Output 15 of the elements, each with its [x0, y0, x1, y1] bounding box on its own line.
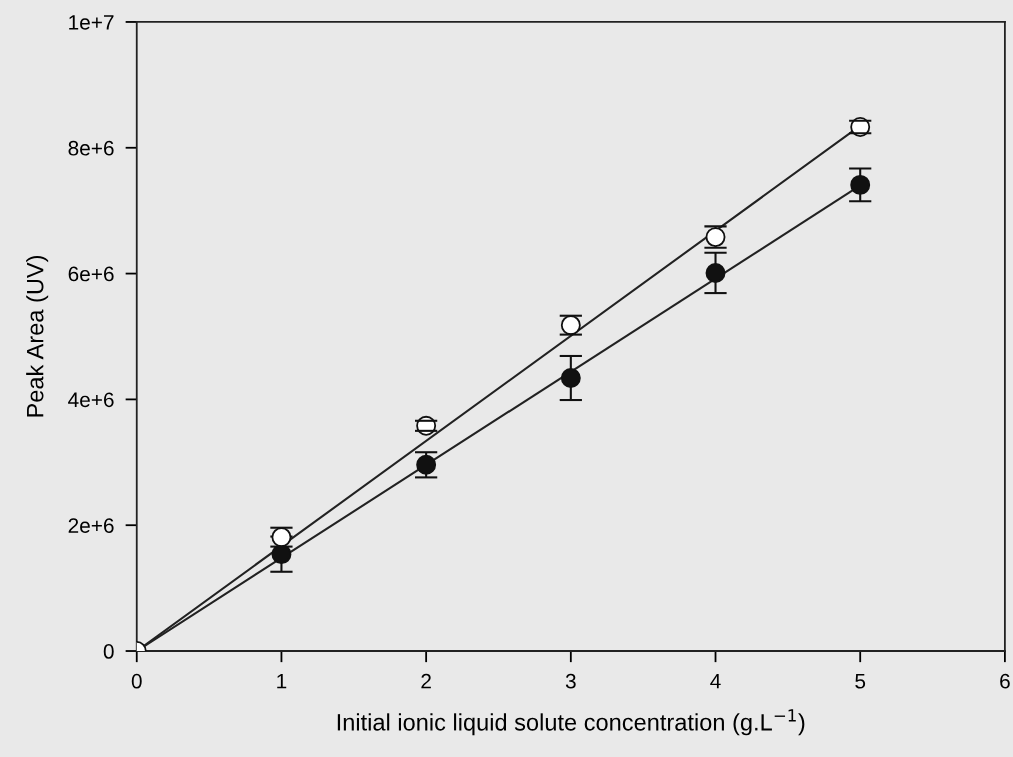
x-axis-title: Initial ionic liquid solute concentration (g.L$^{−1}$): [337, 709, 805, 736]
y-tick-label: 1e+7: [69, 15, 114, 30]
y-tick-label: 8e+6: [68, 140, 114, 156]
y-axis-title: Peak Area (UV): [26, 255, 49, 417]
x-tick-label: 4: [710, 674, 721, 689]
y-tick-label: 6e+6: [68, 266, 114, 282]
x-tick-label: 1: [277, 674, 287, 689]
x-tick-label: 5: [855, 674, 866, 689]
y-tick-label: 0: [103, 644, 114, 659]
y-tick-label: 4e+6: [68, 392, 114, 408]
x-tick-label: 3: [565, 673, 576, 689]
x-tick-label: 6: [1000, 673, 1010, 689]
x-tick-label: 0: [131, 673, 142, 689]
y-tick-label: 2e+6: [68, 518, 114, 533]
x-tick-label: 2: [421, 673, 431, 689]
